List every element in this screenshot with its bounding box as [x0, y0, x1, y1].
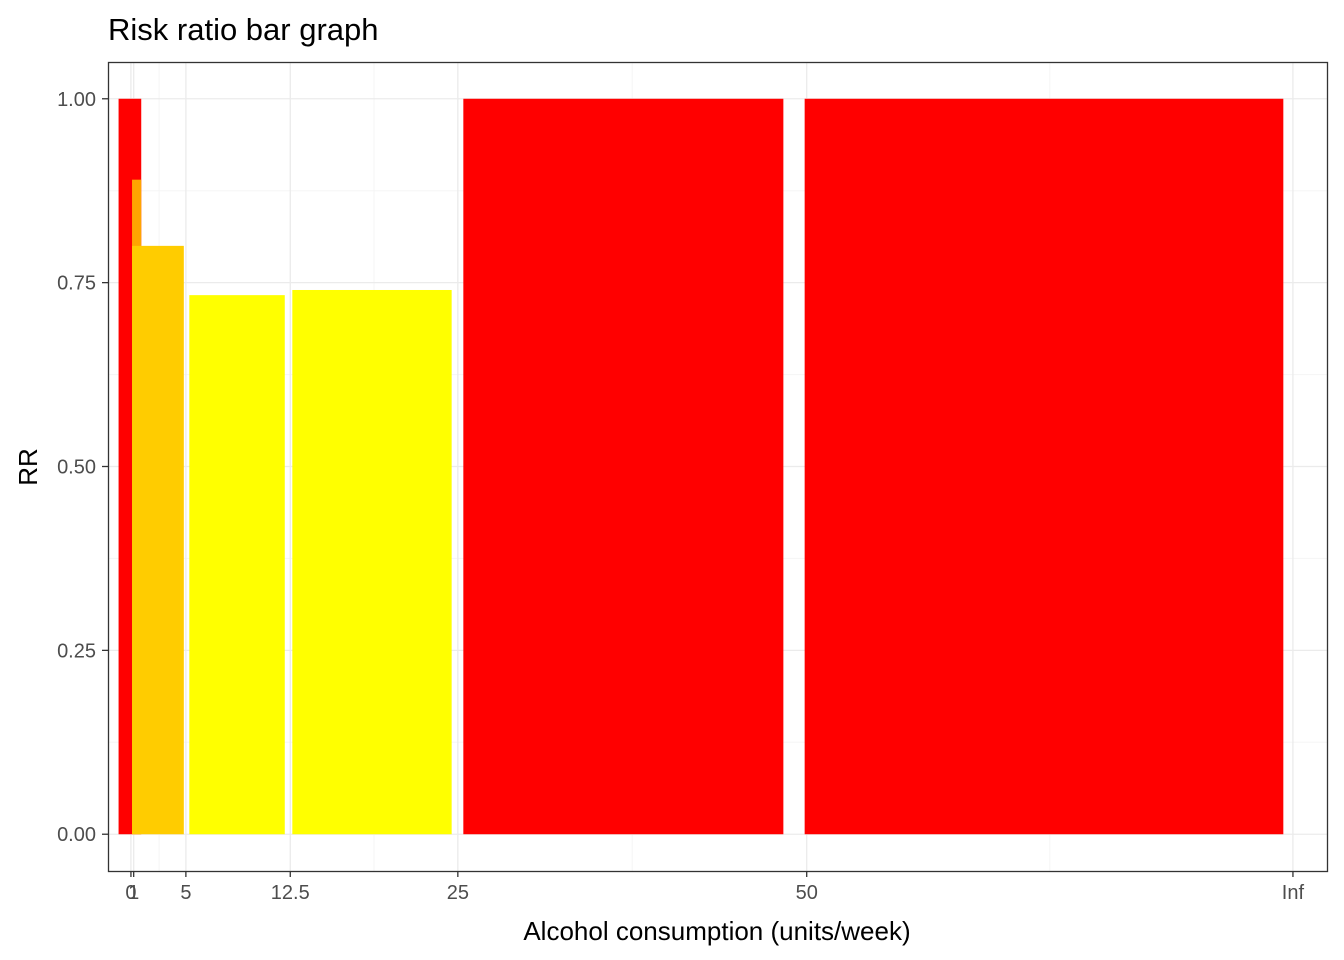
x-tick-label: 5	[180, 882, 191, 904]
x-tick-label: 25	[447, 882, 469, 904]
x-tick-label: 0	[125, 882, 136, 904]
bar-5	[292, 289, 452, 835]
y-tick-label: 0.00	[57, 824, 96, 846]
x-tick-label: 12.5	[271, 882, 310, 904]
bar-4	[189, 295, 285, 835]
y-tick-label: 0.75	[57, 273, 96, 295]
x-tick-label: 50	[796, 882, 818, 904]
y-tick-label: 0.25	[57, 640, 96, 662]
bar-6	[463, 98, 784, 835]
chart-title: Risk ratio bar graph	[108, 12, 379, 47]
y-tick-label: 1.00	[57, 89, 96, 111]
bars	[118, 98, 1284, 835]
bar-7	[804, 98, 1284, 835]
x-tick-label: 1	[128, 882, 139, 904]
x-tick-label: Inf	[1282, 882, 1305, 904]
y-tick-label: 0.50	[57, 457, 96, 479]
y-axis-title: RR	[13, 448, 43, 486]
panel-border	[107, 61, 1329, 873]
bar-3	[132, 245, 184, 835]
x-axis-title: Alcohol consumption (units/week)	[523, 916, 910, 946]
axis-ticks: 0.00 0.25 0.50 0.75 1.00 01 5 12.5 25 50 Inf	[57, 89, 1304, 904]
